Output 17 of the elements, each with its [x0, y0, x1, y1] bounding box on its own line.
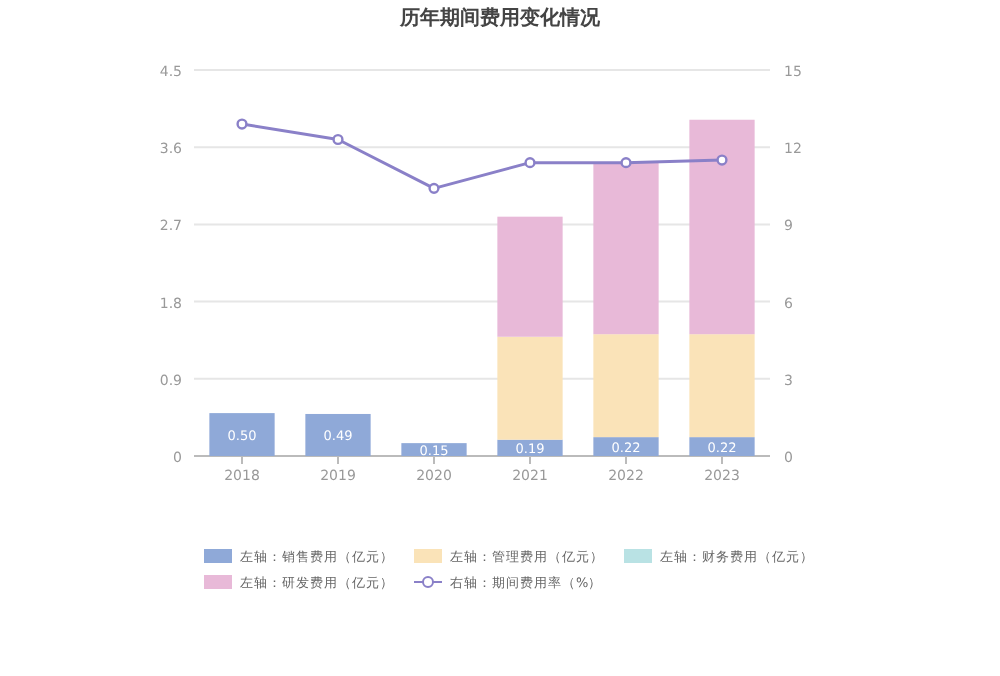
bar: [689, 334, 755, 438]
chart-title: 历年期间费用变化情况: [398, 6, 602, 30]
point: [332, 133, 344, 146]
point: [716, 154, 728, 166]
bar: [689, 119, 755, 335]
point: [236, 118, 248, 130]
bar: [689, 437, 755, 456]
bar: [209, 413, 275, 456]
point: [620, 157, 632, 169]
bar: [593, 162, 659, 335]
bar: [593, 437, 659, 456]
bar: [593, 334, 659, 438]
bar: [305, 413, 371, 456]
bar: [497, 216, 563, 337]
point: [428, 182, 440, 194]
bar: [497, 336, 563, 440]
point: [524, 157, 536, 169]
